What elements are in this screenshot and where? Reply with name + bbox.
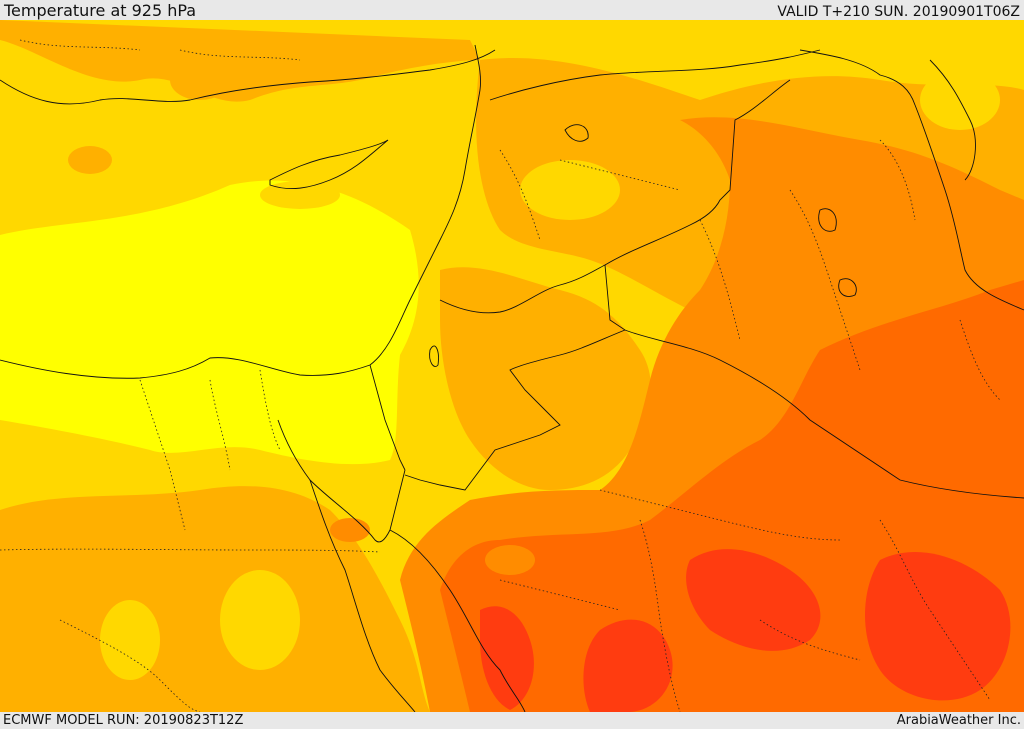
- model-run-label: ECMWF MODEL RUN: 20190823T12Z: [3, 713, 244, 728]
- coastlines: [0, 44, 976, 712]
- country-borders: [404, 49, 1024, 499]
- field-zone-coolest: [0, 180, 419, 465]
- field-zone-hottest-3: [583, 619, 673, 712]
- field-blob: [68, 146, 112, 174]
- field-blob: [330, 518, 370, 542]
- field-zone-hottest-1: [686, 549, 821, 651]
- field-zone-hottest-4: [480, 606, 534, 710]
- credit-label: ArabiaWeather Inc.: [896, 713, 1021, 728]
- map-title: Temperature at 925 hPa: [4, 1, 197, 20]
- field-blob: [170, 60, 230, 100]
- admin-borders: [0, 39, 1001, 712]
- footer-bar: ECMWF MODEL RUN: 20190823T12Z ArabiaWeat…: [0, 712, 1024, 729]
- field-blob: [100, 600, 160, 680]
- map-canvas: [0, 20, 1024, 712]
- field-blob: [220, 570, 300, 670]
- field-zone-mild-west: [0, 20, 480, 102]
- header-bar: Temperature at 925 hPa VALID T+210 SUN. …: [0, 0, 1024, 20]
- temperature-map: [0, 20, 1024, 712]
- field-zone-hottest-2: [865, 551, 1011, 701]
- field-zone-mild-levant: [440, 267, 651, 490]
- valid-time: VALID T+210 SUN. 20190901T06Z: [777, 4, 1020, 20]
- field-blob: [520, 160, 620, 220]
- field-blob: [485, 545, 535, 575]
